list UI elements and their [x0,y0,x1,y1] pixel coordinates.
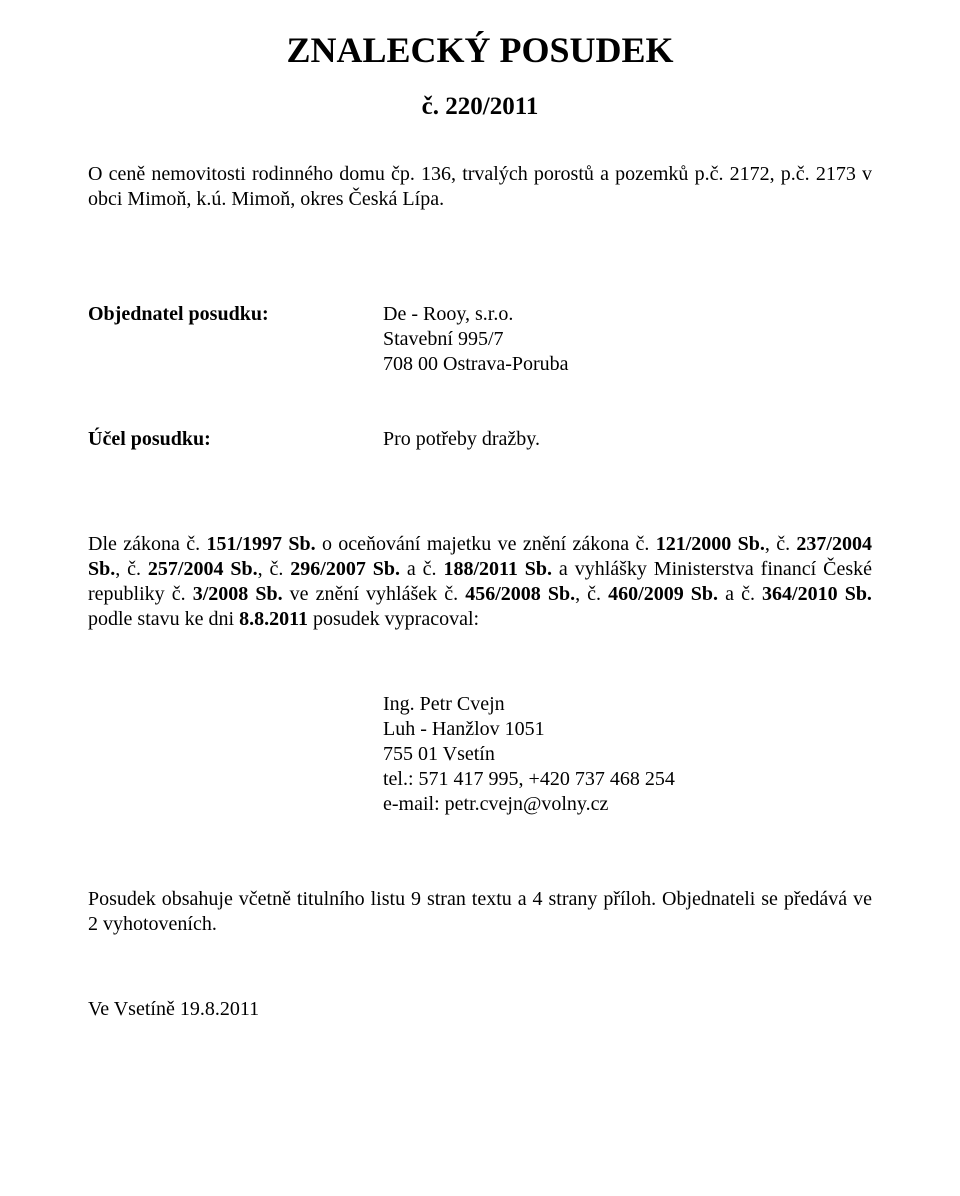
spacer [88,632,872,692]
spacer [88,462,872,532]
law-ref: 364/2010 Sb. [762,583,872,605]
spacer [88,817,872,887]
law-ref: 456/2008 Sb. [465,583,575,605]
client-address-2: 708 00 Ostrava-Poruba [383,352,872,377]
purpose-value: Pro potřeby dražby. [383,427,872,452]
client-value: De - Rooy, s.r.o. Stavební 995/7 708 00 … [383,302,872,377]
author-address-2: 755 01 Vsetín [383,742,872,767]
law-text: Dle zákona č. [88,533,206,555]
law-text: ve znění vyhlášek č. [283,583,466,605]
document-title: ZNALECKÝ POSUDEK [88,28,872,73]
law-date: 8.8.2011 [239,608,308,630]
law-text: podle stavu ke dni [88,608,239,630]
law-text: a č. [718,583,762,605]
purpose-label: Účel posudku: [88,427,383,452]
author-email: e-mail: petr.cvejn@volny.cz [383,792,872,817]
client-address-1: Stavební 995/7 [383,327,872,352]
spacer [88,387,872,427]
law-ref: 257/2004 Sb. [148,558,258,580]
law-ref: 151/1997 Sb. [206,533,315,555]
author-address-1: Luh - Hanžlov 1051 [383,717,872,742]
law-text: , č. [115,558,148,580]
footnote-paragraph: Posudek obsahuje včetně titulního listu … [88,887,872,937]
law-text: , č. [258,558,291,580]
law-paragraph: Dle zákona č. 151/1997 Sb. o oceňování m… [88,532,872,632]
client-label: Objednatel posudku: [88,302,383,327]
law-ref: 188/2011 Sb. [443,558,552,580]
law-text: posudek vypracoval: [308,608,479,630]
law-ref: 3/2008 Sb. [193,583,283,605]
author-tel: tel.: 571 417 995, +420 737 468 254 [383,767,872,792]
date-place: Ve Vsetíně 19.8.2011 [88,997,872,1022]
author-block: Ing. Petr Cvejn Luh - Hanžlov 1051 755 0… [383,692,872,817]
law-ref: 460/2009 Sb. [608,583,718,605]
spacer [88,937,872,997]
law-text: o oceňování majetku ve znění zákona č. [316,533,656,555]
law-ref: 296/2007 Sb. [290,558,400,580]
author-name: Ing. Petr Cvejn [383,692,872,717]
law-text: , č. [765,533,797,555]
law-text: a č. [400,558,443,580]
intro-paragraph: O ceně nemovitosti rodinného domu čp. 13… [88,162,872,212]
client-name: De - Rooy, s.r.o. [383,302,872,327]
law-text: , č. [575,583,608,605]
law-ref: 121/2000 Sb. [656,533,765,555]
purpose-row: Účel posudku: Pro potřeby dražby. [88,427,872,452]
document-number: č. 220/2011 [88,91,872,122]
client-row: Objednatel posudku: De - Rooy, s.r.o. St… [88,302,872,377]
